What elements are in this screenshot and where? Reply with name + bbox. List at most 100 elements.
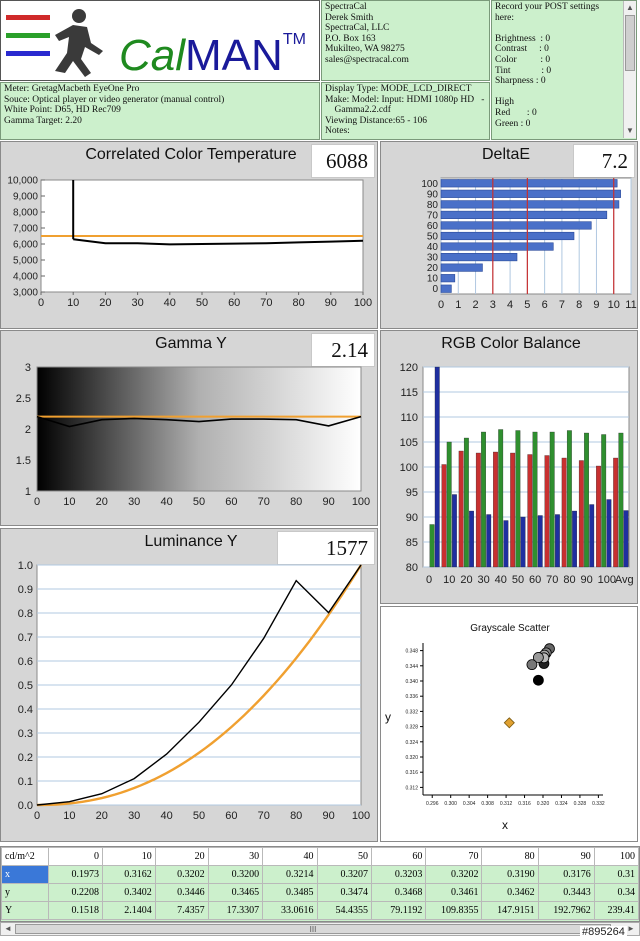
table-cell[interactable]: 147.9151 [481,901,539,920]
scatter-ytick-label: 0.320 [405,755,418,761]
deltae-xtick-label: 5 [524,299,530,311]
table-cell[interactable]: 80 [481,847,539,866]
table-row-header[interactable]: Y [1,901,49,920]
rgb-ytick-label: 115 [400,387,418,399]
table-cell[interactable]: 0.3176 [537,865,595,884]
rgb-bar-red [578,460,584,568]
scroll-left-arrow-icon[interactable]: ◄ [4,924,12,933]
table-row-header[interactable]: y [1,883,49,902]
cct-ytick-label: 9,000 [13,192,38,203]
table-cell[interactable]: 0.3202 [425,865,483,884]
table-cell[interactable]: 0.3485 [262,883,318,902]
table-row-header[interactable]: x [1,865,49,884]
rgb-bar-blue [623,510,629,568]
table-cell[interactable]: 7.4357 [154,901,209,920]
table-cell[interactable]: 0.1518 [47,901,104,920]
table-cell[interactable]: 0.3190 [481,865,539,884]
scatter-xtick-label: 0.300 [444,801,457,807]
lum-xtick-label: 40 [160,810,172,822]
lum-ytick-label: 0.3 [18,728,33,740]
table-cell[interactable]: 0.3200 [207,865,264,884]
deltae-bar [440,274,456,283]
cct-chart: 3,000 4,000 5,000 6,000 7,000 8,000 9,000 10,00… [7,176,372,310]
post-settings-line: Green : 0 [495,118,531,129]
lum-value: 1577 [277,531,375,565]
table-cell[interactable]: 70 [425,847,483,866]
cct-value: 6088 [311,144,375,178]
post-settings-line [495,23,620,34]
scroll-up-arrow-icon[interactable]: ▲ [626,3,634,12]
lum-xtick-label: 60 [225,810,237,822]
table-cell[interactable]: 0.2208 [47,883,104,902]
table-hscrollbar[interactable]: ◄ III ► [0,922,640,936]
table-cell[interactable]: 0.34 [593,883,639,902]
table-cell[interactable]: 33.0616 [262,901,318,920]
gamma-xtick-label: 50 [193,496,205,508]
scatter-ytick-label: 0.316 [405,770,418,776]
gamma-ytick-label: 2.5 [16,393,31,405]
rgb-xtick-label: 100 [598,574,616,586]
scroll-thumb[interactable] [625,15,635,71]
table-cell[interactable]: 54.4355 [316,901,373,920]
table-cell[interactable]: 0.31 [593,865,639,884]
rgb-bar-green [463,437,469,568]
rgb-xtick-label: 30 [478,574,490,586]
table-cell[interactable]: 0.3446 [154,883,209,902]
scroll-right-arrow-icon[interactable]: ► [627,924,635,933]
table-cell[interactable]: 0.3468 [370,883,427,902]
lum-ytick-label: 0.1 [18,776,33,788]
scatter-xtick-label: 0.296 [426,801,439,807]
table-cell[interactable]: 40 [262,847,318,866]
rgb-bar-blue [434,366,440,568]
table-cell[interactable]: 60 [370,847,427,866]
table-cell[interactable]: 50 [316,847,373,866]
table-cell[interactable]: 10 [102,847,156,866]
table-cell[interactable]: 0.3214 [262,865,318,884]
table-cell[interactable]: 90 [537,847,595,866]
post-settings-scrollbar[interactable]: ▲ ▼ [623,1,636,138]
table-cell[interactable]: 0.3461 [425,883,483,902]
rgb-bar-green [429,524,435,568]
table-cell[interactable]: 0.3474 [316,883,373,902]
scatter-ytick-label: 0.312 [405,785,418,791]
table-cell[interactable]: 0.1973 [47,865,104,884]
table-cell[interactable]: 30 [207,847,264,866]
table-cell[interactable]: 2.1404 [102,901,156,920]
table-cell[interactable]: 0.3443 [537,883,595,902]
scatter-xtick-label: 0.328 [574,801,587,807]
table-cell[interactable]: 0.3465 [207,883,264,902]
table-cell[interactable]: 79.1192 [370,901,427,920]
table-cell[interactable]: 0.3462 [481,883,539,902]
table-cell[interactable]: 109.8355 [425,901,483,920]
table-cell[interactable]: 0.3203 [370,865,427,884]
hscroll-thumb[interactable]: III [15,924,611,934]
lum-series-line [36,564,362,806]
table-cell[interactable]: 17.3307 [207,901,264,920]
table-cell[interactable]: 0.3202 [154,865,209,884]
table-cell[interactable]: 0.3207 [316,865,373,884]
meter-info: Meter: GretagMacbeth EyeOne Pro Souce: Op… [0,82,320,140]
table-cell[interactable]: 100 [593,847,639,866]
rgb-bar-green [481,431,486,568]
table-cell[interactable]: 192.7962 [537,901,595,920]
table-cell[interactable]: 0 [47,847,104,866]
cct-ytick-label: 3,000 [13,288,38,299]
table-cell[interactable]: 20 [154,847,209,866]
gamma-xtick-label: 80 [290,496,302,508]
table-cell[interactable]: 0.3402 [102,883,156,902]
table-cell[interactable]: 0.3162 [102,865,156,884]
logo-stripe-green [6,33,50,38]
rgb-xtick-label: Avg [615,574,634,586]
scatter-xtick-label: 0.332 [592,801,605,807]
scroll-down-arrow-icon[interactable]: ▼ [626,126,634,135]
deltae-ytick-label: 20 [427,263,439,274]
deltae-ytick-label: 0 [432,284,438,295]
rgb-bar-red [493,451,498,568]
table-cell[interactable]: 239.41 [593,901,639,920]
rgb-xtick-label: 70 [546,574,558,586]
deltae-panel: DeltaE 7.2 0 1 2 3 4 5 6 7 8 9 10 11 0 10 20 30 40 50 60 70… [380,141,638,329]
rgb-bar-blue [572,510,577,568]
rgb-bar-blue [606,499,612,568]
lum-ytick-label: 0.7 [18,632,33,644]
table-row-header[interactable]: cd/m^2 [1,847,49,866]
